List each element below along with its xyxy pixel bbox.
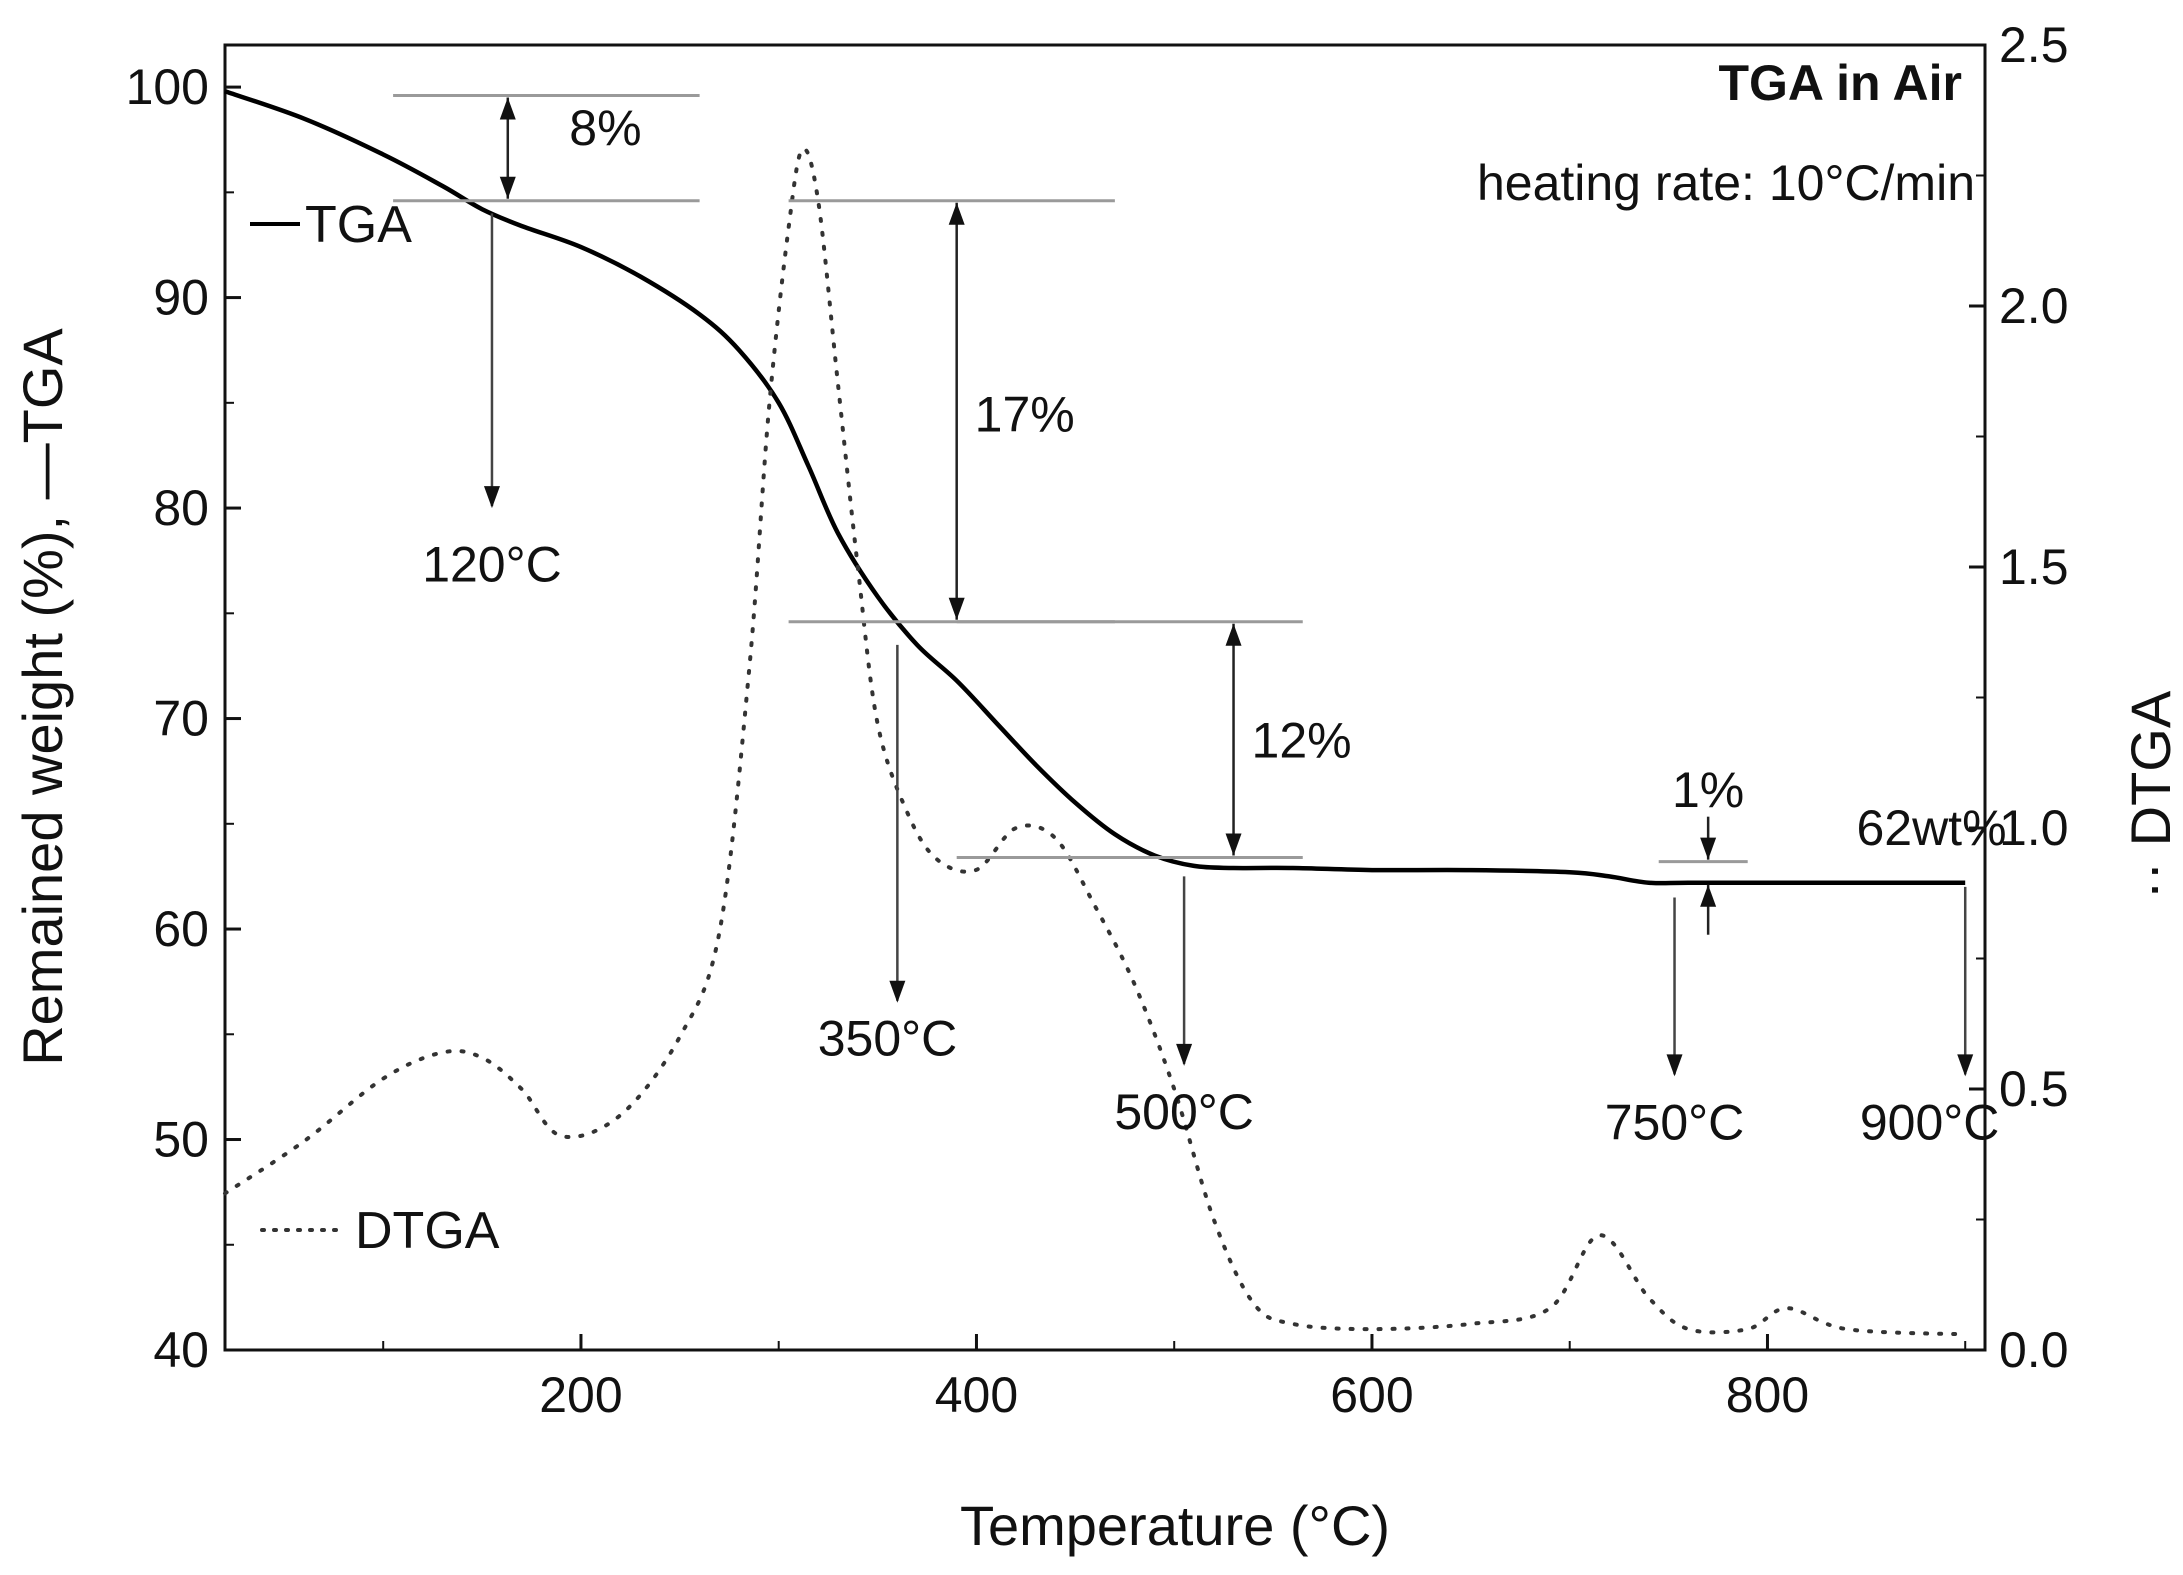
temperature-marker-label: 120°C xyxy=(422,537,562,593)
final-residue-label: 62wt% xyxy=(1856,800,2006,856)
x-tick-label: 200 xyxy=(539,1367,622,1423)
small-step-label: 1% xyxy=(1672,762,1744,818)
axis-ticks: 200 400 600 800 40 50 60 70 80 90 100 0.0 0.5 1.0 1.5 2… xyxy=(126,17,2069,1423)
temperature-marker-arrow-head xyxy=(1957,1054,1974,1077)
x-tick-label: 400 xyxy=(935,1367,1018,1423)
y-left-tick-label: 90 xyxy=(153,270,209,326)
chart-title: TGA in Air xyxy=(1718,55,1962,111)
y-right-tick-label: 1.5 xyxy=(1999,539,2069,595)
y-left-tick-label: 50 xyxy=(153,1112,209,1168)
y-right-tick-label: 2.0 xyxy=(1999,278,2069,334)
step-arrow-head-up xyxy=(499,97,516,120)
temperature-marker-arrow-head xyxy=(1666,1054,1683,1077)
y-left-tick-label: 70 xyxy=(153,691,209,747)
legend-tga-label: TGA xyxy=(305,196,412,254)
small-step-arrow-head-up xyxy=(1700,884,1717,907)
step-label: 8% xyxy=(569,100,641,156)
temperature-marker-arrow-head xyxy=(1176,1043,1193,1066)
y-left-tick-label: 80 xyxy=(153,480,209,536)
step-arrow-head-down xyxy=(948,597,965,620)
temperature-marker-label: 900°C xyxy=(1860,1095,2000,1151)
x-tick-label: 800 xyxy=(1726,1367,1809,1423)
series-tga-line xyxy=(224,89,1966,886)
legend: TGA DTGA xyxy=(250,196,500,1260)
y-left-tick-label: 100 xyxy=(126,59,209,115)
series-dtga-line xyxy=(223,146,1968,1337)
y-left-axis-title: Remained weight (%), —TGA xyxy=(11,328,74,1066)
step-arrow-head-up xyxy=(1225,623,1242,646)
small-step-arrow-head-down xyxy=(1700,837,1717,860)
temperature-marker-label: 500°C xyxy=(1114,1084,1254,1140)
temperature-marker-label: 350°C xyxy=(818,1010,958,1066)
y-right-tick-label: 2.5 xyxy=(1999,17,2069,73)
temperature-marker-arrow-head xyxy=(889,980,906,1003)
step-label: 12% xyxy=(1252,713,1352,769)
step-arrow-head-down xyxy=(1225,833,1242,856)
step-arrow-head-up xyxy=(948,202,965,225)
y-right-axis-title: ·· DTGA xyxy=(2119,690,2182,899)
temperature-marker-arrow-head xyxy=(483,486,500,509)
chart-subtitle: heating rate: 10°C/min xyxy=(1477,155,1975,211)
step-arrow-head-down xyxy=(499,176,516,199)
plot-frame xyxy=(223,43,1987,1352)
y-left-tick-label: 40 xyxy=(153,1322,209,1378)
data-series xyxy=(223,89,1968,1337)
y-left-tick-label: 60 xyxy=(153,901,209,957)
y-right-tick-label: 0.0 xyxy=(1999,1322,2069,1378)
y-right-tick-label: 0.5 xyxy=(1999,1061,2069,1117)
step-label: 17% xyxy=(975,386,1075,442)
annotations: 8% 17% 12% 1% 120°C 350°C 500°C 750°C 900°C 62wt% xyxy=(393,94,2007,1151)
x-tick-label: 600 xyxy=(1330,1367,1413,1423)
x-axis-title: Temperature (°C) xyxy=(960,1494,1390,1557)
y-right-tick-label: 1.0 xyxy=(1999,800,2069,856)
temperature-marker-label: 750°C xyxy=(1605,1095,1745,1151)
legend-dtga-label: DTGA xyxy=(355,1202,500,1260)
